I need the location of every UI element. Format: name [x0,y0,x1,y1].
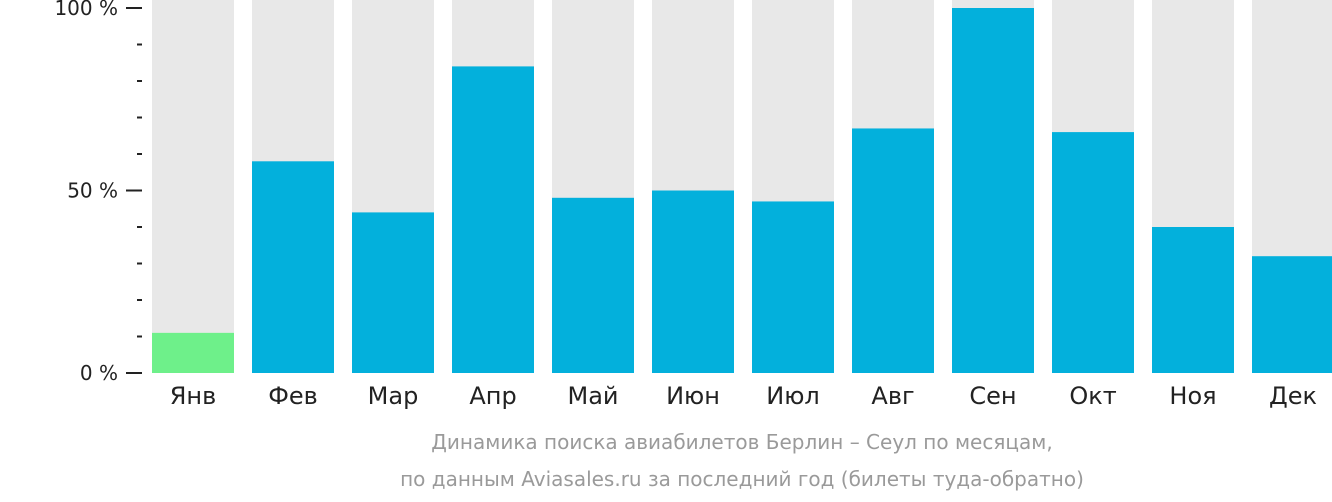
bar-track-0 [152,0,234,373]
y-tick-label: 100 % [54,0,118,20]
y-tick-label: 0 % [80,361,118,385]
x-tick-label: Июл [766,382,820,410]
bar-10 [1152,227,1234,373]
bar-1 [252,161,334,373]
monthly-search-chart: 100 % 50 % 0 % Янв Фев Мар Апр Май Июн Июл Авг Сен… [54,0,1332,410]
y-axis: 100 % 50 % 0 % [54,0,142,385]
x-tick-label: Янв [170,382,217,410]
bar-7 [852,128,934,373]
caption-line-1: Динамика поиска авиабилетов Берлин – Сеу… [431,430,1053,454]
bar-6 [752,201,834,373]
x-tick-label: Сен [969,382,1016,410]
x-tick-label: Ноя [1169,382,1216,410]
x-axis-labels: Янв Фев Мар Апр Май Июн Июл Авг Сен Окт Ноя Дек [170,382,1317,410]
bar-3 [452,66,534,374]
bar-8 [952,8,1034,373]
bar-4 [552,197,634,373]
bar-2 [352,212,434,373]
x-tick-label: Авг [871,382,914,410]
x-tick-label: Дек [1269,382,1317,410]
x-tick-label: Фев [268,382,318,410]
x-tick-label: Мар [368,382,419,410]
bar-5 [652,190,734,373]
y-tick-label: 50 % [67,179,118,203]
x-tick-label: Июн [666,382,720,410]
x-tick-label: Окт [1069,382,1116,410]
caption-line-2: по данным Aviasales.ru за последний год … [400,467,1084,491]
bar-11 [1252,256,1332,373]
bar-0 [152,332,234,373]
bar-9 [1052,132,1134,373]
x-tick-label: Май [567,382,618,410]
bars [152,8,1332,374]
x-tick-label: Апр [469,382,516,410]
